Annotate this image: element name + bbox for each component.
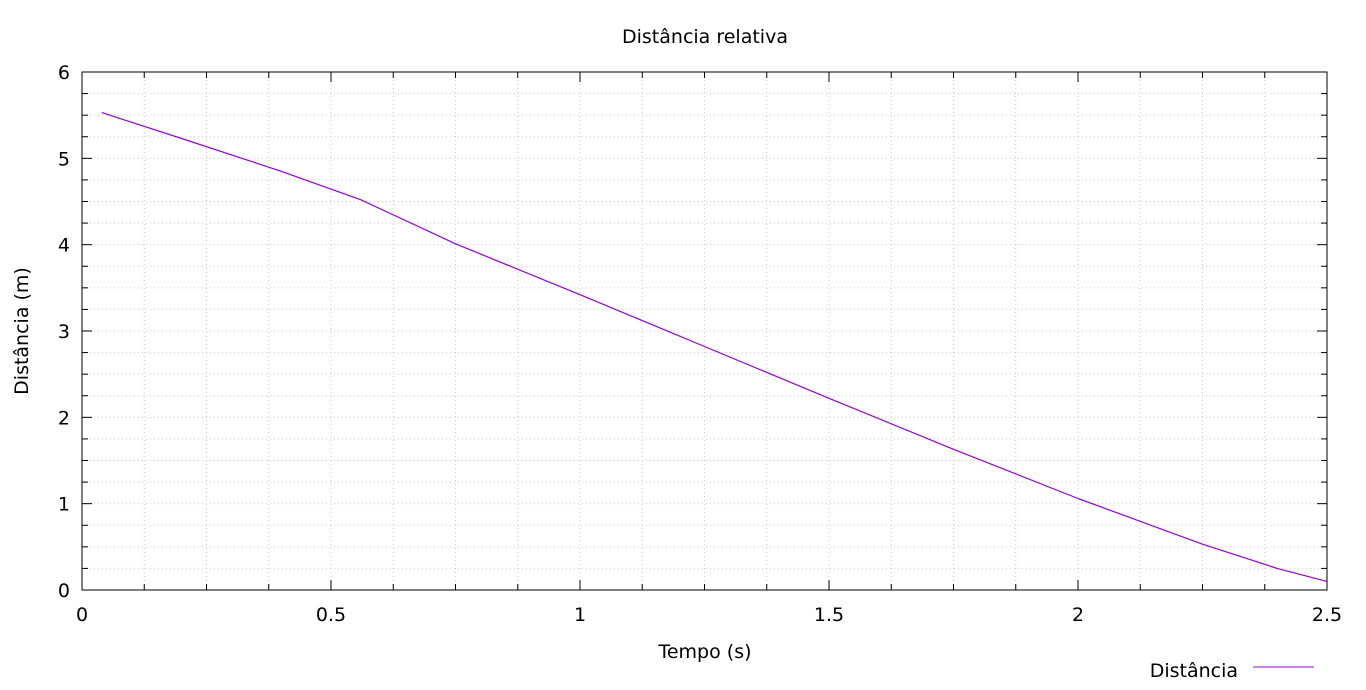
y-tick-label: 2 bbox=[58, 407, 70, 429]
y-tick-label: 0 bbox=[58, 580, 70, 602]
y-tick-label: 1 bbox=[58, 494, 70, 516]
axis-ticks bbox=[82, 72, 1327, 590]
y-tick-label: 5 bbox=[58, 148, 70, 170]
series-line bbox=[101, 112, 1328, 582]
y-tick-label: 3 bbox=[58, 321, 70, 343]
legend-label: Distância bbox=[1150, 660, 1238, 682]
x-axis-label: Tempo (s) bbox=[657, 641, 751, 663]
x-tick-label: 2.5 bbox=[1312, 604, 1342, 626]
x-tick-label: 1 bbox=[574, 604, 586, 626]
x-tick-labels: 0 0.5 1 1.5 2 2.5 bbox=[76, 604, 1342, 626]
grid-lines bbox=[82, 72, 1327, 590]
series-lines bbox=[101, 112, 1328, 582]
y-tick-label: 6 bbox=[58, 62, 70, 84]
chart-title: Distância relativa bbox=[622, 26, 788, 48]
legend: Distância bbox=[1150, 660, 1314, 682]
plot-border bbox=[81, 71, 1328, 591]
x-tick-label: 1.5 bbox=[814, 604, 844, 626]
x-tick-label: 0 bbox=[76, 604, 88, 626]
x-tick-label: 2 bbox=[1072, 604, 1084, 626]
x-tick-label: 0.5 bbox=[316, 604, 346, 626]
y-tick-labels: 0 1 2 3 4 5 6 bbox=[58, 62, 70, 602]
y-axis-label: Distância (m) bbox=[11, 267, 33, 395]
y-tick-label: 4 bbox=[58, 235, 70, 257]
